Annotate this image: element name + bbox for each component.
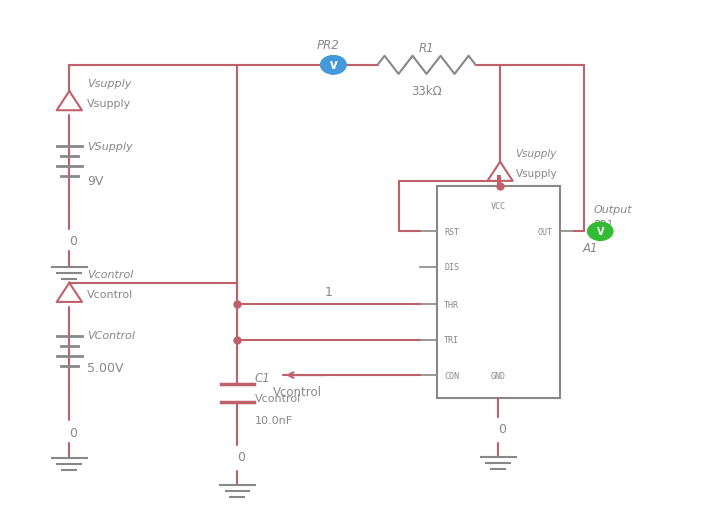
- Text: 0: 0: [68, 426, 77, 439]
- Text: CON: CON: [444, 371, 459, 380]
- Text: 5.00V: 5.00V: [87, 361, 124, 374]
- Text: 0: 0: [68, 234, 77, 247]
- Text: GND: GND: [491, 372, 505, 380]
- Circle shape: [321, 56, 346, 75]
- Text: Vcontrol: Vcontrol: [87, 290, 133, 300]
- Circle shape: [587, 223, 613, 241]
- Text: 1: 1: [325, 286, 333, 299]
- Text: THR: THR: [444, 300, 459, 309]
- Text: VSupply: VSupply: [87, 142, 133, 151]
- Text: PR1: PR1: [593, 219, 614, 230]
- Text: R1: R1: [419, 42, 434, 54]
- Text: PR2: PR2: [317, 39, 340, 51]
- Text: OUT: OUT: [538, 228, 553, 236]
- Text: VCC: VCC: [491, 202, 505, 211]
- Text: 10.0nF: 10.0nF: [255, 416, 293, 426]
- Text: RST: RST: [444, 228, 459, 236]
- Text: Vsupply: Vsupply: [515, 169, 557, 179]
- Text: TRI: TRI: [444, 335, 459, 345]
- Text: Vcontrol: Vcontrol: [273, 385, 321, 399]
- Text: V: V: [330, 61, 337, 71]
- Text: Vsupply: Vsupply: [87, 78, 131, 89]
- Text: V: V: [330, 61, 337, 71]
- Circle shape: [321, 56, 346, 75]
- Text: C1: C1: [255, 372, 270, 384]
- Text: Vsupply: Vsupply: [515, 149, 557, 159]
- Text: Output: Output: [593, 204, 632, 214]
- Text: A1: A1: [582, 241, 598, 254]
- Text: Vsupply: Vsupply: [87, 99, 131, 108]
- Text: 9V: 9V: [87, 175, 103, 188]
- Text: 0: 0: [498, 422, 505, 435]
- Text: Vcontrol: Vcontrol: [87, 270, 133, 279]
- Text: VControl: VControl: [87, 330, 135, 340]
- Bar: [437, 186, 560, 398]
- Text: 33kΩ: 33kΩ: [411, 85, 442, 98]
- Text: Vcontrol: Vcontrol: [255, 393, 301, 403]
- Text: 0: 0: [237, 450, 245, 463]
- Text: V: V: [597, 227, 604, 237]
- Text: DIS: DIS: [444, 263, 459, 272]
